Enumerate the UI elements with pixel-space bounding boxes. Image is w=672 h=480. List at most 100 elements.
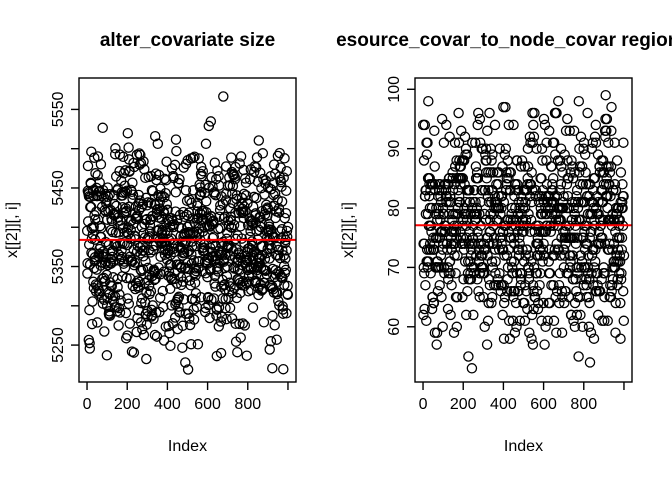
data-point — [540, 202, 551, 214]
data-point — [428, 244, 440, 255]
data-point — [154, 292, 166, 304]
data-point — [588, 333, 600, 344]
data-point — [483, 297, 494, 309]
data-point — [177, 342, 188, 353]
data-point — [192, 339, 204, 350]
data-point — [513, 285, 524, 297]
data-point — [281, 231, 293, 243]
data-point — [482, 315, 494, 327]
data-point — [434, 279, 445, 291]
data-point — [481, 155, 492, 166]
data-point — [149, 130, 161, 142]
data-point — [613, 202, 624, 214]
data-point — [153, 189, 164, 201]
data-point — [520, 250, 531, 261]
data-point — [522, 161, 534, 172]
data-point — [453, 107, 464, 119]
data-point — [253, 135, 265, 146]
x-tick-label: 600 — [194, 396, 221, 413]
data-point — [214, 204, 226, 216]
data-point — [599, 291, 610, 303]
data-point — [95, 159, 107, 170]
data-point — [508, 232, 520, 243]
data-point — [615, 333, 626, 344]
data-point — [601, 173, 612, 184]
data-point — [131, 326, 142, 338]
data-point — [197, 165, 209, 177]
data-point — [528, 262, 540, 273]
data-point — [135, 157, 147, 169]
data-point — [273, 207, 285, 218]
data-point — [608, 184, 619, 196]
data-point — [280, 185, 292, 197]
data-point — [523, 262, 534, 273]
data-point — [519, 202, 531, 214]
data-point — [110, 143, 121, 154]
data-point — [248, 166, 260, 178]
data-point — [113, 320, 124, 331]
data-point — [474, 113, 486, 125]
data-point — [534, 279, 545, 291]
data-point — [607, 208, 618, 220]
data-point — [170, 134, 182, 145]
y-tick-label: 5350 — [50, 249, 67, 285]
data-point — [568, 315, 579, 327]
data-point — [559, 250, 570, 261]
data-point — [440, 226, 451, 238]
data-point — [424, 173, 435, 184]
data-point — [498, 333, 510, 344]
data-point — [210, 189, 222, 201]
data-point — [528, 131, 540, 143]
data-point — [600, 131, 611, 143]
data-point — [589, 131, 601, 143]
data-point — [531, 285, 543, 297]
data-point — [152, 138, 164, 150]
data-point — [122, 293, 133, 304]
data-point — [133, 189, 144, 201]
x-tick-label: 200 — [450, 396, 477, 413]
data-point — [113, 302, 125, 314]
data-point — [587, 137, 599, 148]
data-point — [215, 316, 227, 327]
data-point — [489, 190, 501, 202]
data-point — [116, 251, 128, 263]
data-point — [542, 315, 554, 327]
data-point — [464, 196, 476, 208]
x-tick-label: 800 — [234, 396, 261, 413]
data-point — [256, 285, 267, 296]
data-point — [471, 250, 482, 261]
data-point — [449, 238, 461, 249]
data-point — [267, 310, 278, 322]
x-tick-label: 600 — [530, 396, 557, 413]
data-point — [590, 244, 601, 255]
data-point — [277, 304, 289, 315]
data-point — [189, 277, 201, 289]
data-point — [149, 274, 160, 286]
data-point — [542, 196, 553, 208]
data-point — [524, 250, 535, 261]
data-point — [467, 137, 478, 148]
data-point — [94, 220, 106, 232]
data-point — [564, 262, 576, 273]
data-point — [603, 161, 614, 172]
data-point — [264, 344, 275, 355]
data-point — [120, 307, 132, 319]
data-point — [228, 246, 239, 257]
data-point — [190, 294, 201, 306]
data-point — [514, 238, 525, 249]
data-point — [149, 329, 161, 341]
data-point — [510, 297, 522, 309]
data-point — [235, 332, 246, 343]
data-point — [584, 297, 595, 309]
data-point — [471, 208, 482, 220]
data-point — [531, 268, 543, 279]
data-point — [483, 274, 495, 285]
data-point — [537, 256, 548, 267]
data-point — [602, 315, 613, 327]
data-point — [461, 149, 473, 160]
data-point — [616, 232, 628, 243]
data-point — [444, 131, 455, 143]
data-point — [434, 179, 446, 190]
data-point — [560, 125, 572, 137]
